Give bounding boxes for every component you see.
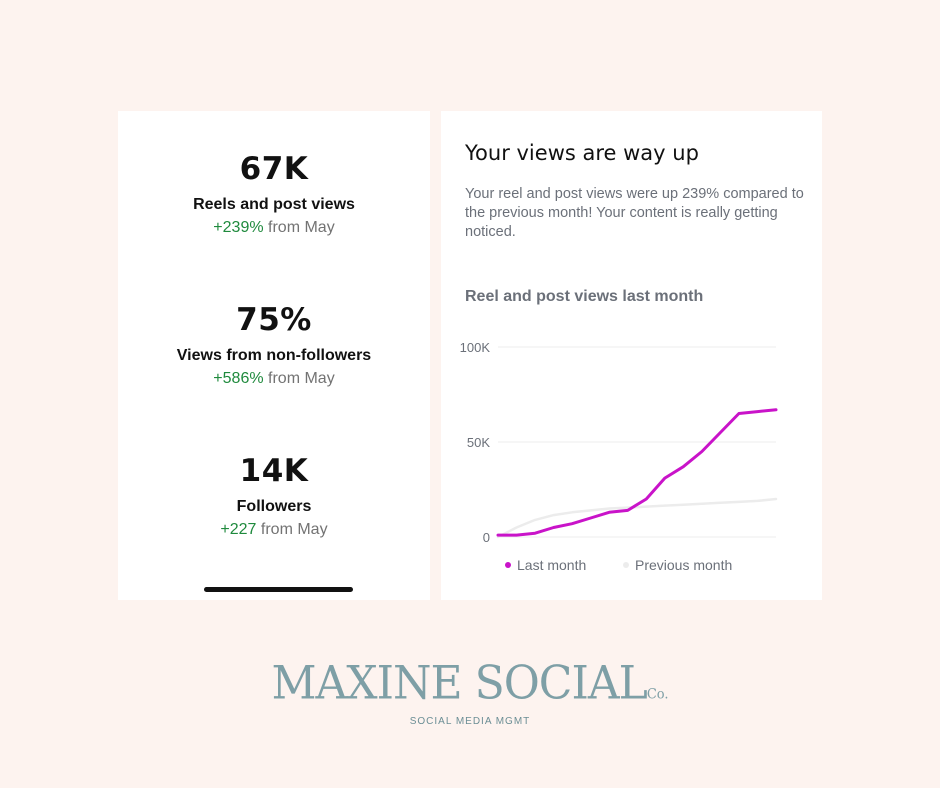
metric-non-followers: 75% Views from non-followers +586% from … (118, 302, 430, 388)
metric-suffix: from May (260, 521, 328, 538)
chart-title: Reel and post views last month (465, 288, 704, 305)
legend-label: Previous month (635, 557, 733, 573)
insight-card: Your views are way up Your reel and post… (441, 111, 822, 600)
metric-delta: +227 (220, 521, 257, 538)
metric-change: +227 from May (118, 521, 430, 539)
metric-value: 67K (239, 151, 309, 187)
metric-label: Reels and post views (193, 196, 355, 213)
home-indicator[interactable] (204, 587, 353, 592)
insight-headline: Your views are way up (465, 141, 699, 165)
summary-card: 67K Reels and post views +239% from May … (118, 111, 430, 600)
legend-dot (505, 562, 511, 569)
metric-suffix: from May (268, 370, 335, 387)
metric-label: Followers (236, 498, 312, 515)
metric-change: +239% from May (118, 219, 430, 237)
metric-value: 14K (239, 453, 309, 489)
insight-description: Your reel and post views were up 239% co… (465, 186, 804, 240)
metric-followers: 14K Followers +227 from May (118, 453, 430, 539)
metric-change: +586% from May (118, 370, 430, 388)
brand-suffix: Co. (646, 687, 669, 703)
series-line-previous-month (496, 497, 778, 539)
brand-tagline: SOCIAL MEDIA MGMT (409, 716, 531, 727)
brand-name: MAXINE SOCIAL (271, 656, 647, 711)
legend-dot (623, 562, 629, 569)
metric-label: Views from non-followers (176, 347, 372, 364)
y-tick-label: 50K (467, 435, 490, 450)
series-line-last-month (496, 408, 778, 537)
metric-delta: +239% (213, 219, 264, 236)
y-tick-label: 0 (483, 530, 490, 545)
brand-logo: MAXINE SOCIALCo. (0, 657, 940, 711)
metric-suffix: from May (268, 219, 335, 236)
metric-delta: +586% (213, 370, 264, 387)
legend-item-last-month[interactable]: Last month (505, 557, 586, 573)
line-chart: 100K 50K 0 (460, 340, 778, 545)
metric-reels-views: 67K Reels and post views +239% from May (118, 151, 430, 237)
legend-label: Last month (517, 557, 587, 573)
metric-value: 75% (236, 302, 312, 338)
y-tick-label: 100K (460, 340, 491, 355)
legend-item-previous-month[interactable]: Previous month (623, 557, 732, 573)
